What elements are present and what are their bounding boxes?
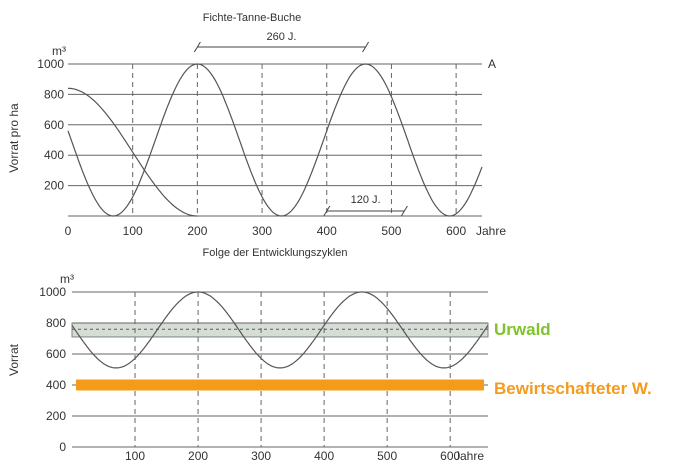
bottom-grid	[72, 291, 488, 448]
top-y-tick-200: 200	[44, 179, 64, 193]
bewirtschaftet-legend: Bewirtschafteter W.	[494, 379, 652, 398]
bottom-y-tick-400: 400	[46, 378, 66, 392]
top-curves	[67, 63, 483, 217]
bottom-x-tick-500: 500	[377, 449, 397, 463]
top-grid	[68, 63, 482, 217]
bottom-x-tick-400: 400	[314, 449, 334, 463]
top-y-tick-800: 800	[44, 87, 64, 101]
annotation-120-label: 120 J.	[351, 194, 381, 206]
top-corner-label: A	[488, 57, 496, 71]
bottom-series-cycle	[71, 291, 489, 369]
urwald-band	[71, 322, 489, 338]
top-y-tick-400: 400	[44, 148, 64, 162]
top-series-decay	[67, 87, 198, 217]
top-chart-title: Fichte-Tanne-Buche	[203, 12, 301, 24]
bottom-x-tick-300: 300	[251, 449, 271, 463]
bottom-y-tick-0: 0	[59, 440, 66, 454]
top-x-tick-600: 600	[446, 224, 466, 238]
top-y-ticks: 200 400 600 800 1000	[37, 57, 64, 193]
annotation-120: 120 J.	[323, 194, 408, 217]
top-chart: Fichte-Tanne-Buche m³ Vorrat pro ha 200 4…	[7, 12, 506, 259]
bottom-y-tick-1000: 1000	[39, 285, 66, 299]
bottom-x-tick-200: 200	[188, 449, 208, 463]
urwald-legend: Urwald	[494, 320, 551, 339]
top-x-tick-0: 0	[65, 224, 72, 238]
bottom-y-tick-800: 800	[46, 316, 66, 330]
bottom-x-tick-100: 100	[125, 449, 145, 463]
top-y-axis-label: Vorrat pro ha	[7, 103, 21, 173]
bottom-y-tick-600: 600	[46, 347, 66, 361]
annotation-260-tick-left	[193, 41, 201, 53]
annotation-120-tick-left	[323, 205, 331, 217]
bottom-x-ticks: 100 200 300 400 500 600	[125, 449, 460, 463]
top-x-unit: Jahre	[476, 224, 506, 238]
top-series-cycle	[67, 63, 483, 217]
bottom-x-tick-600: 600	[440, 449, 460, 463]
annotation-120-tick-right	[400, 205, 408, 217]
bottom-y-unit: m³	[60, 272, 74, 286]
bottom-y-tick-200: 200	[46, 409, 66, 423]
top-x-ticks: 0 100 200 300 400 500 600	[65, 224, 467, 238]
bottom-y-axis-label: Vorrat	[7, 343, 21, 376]
annotation-260-tick-right	[362, 41, 369, 53]
top-y-tick-1000: 1000	[37, 57, 64, 71]
bottom-y-ticks: 0 200 400 600 800 1000	[39, 285, 66, 454]
bottom-x-unit: Jahre	[454, 449, 484, 463]
top-x-tick-100: 100	[123, 224, 143, 238]
bottom-curves	[71, 291, 489, 369]
bottom-chart: m³ Vorrat 0 200 400 600 800 1000 100 200 300 400…	[7, 272, 652, 463]
annotation-260: 260 J.	[193, 31, 369, 53]
top-x-tick-400: 400	[317, 224, 337, 238]
top-x-axis-label: Folge der Entwicklungszyklen	[203, 247, 348, 259]
bewirtschaftet-bar	[76, 379, 484, 391]
top-x-tick-200: 200	[187, 224, 207, 238]
top-x-tick-300: 300	[252, 224, 272, 238]
top-y-unit: m³	[52, 44, 66, 58]
top-x-tick-500: 500	[381, 224, 401, 238]
top-y-tick-600: 600	[44, 118, 64, 132]
annotation-260-label: 260 J.	[266, 31, 296, 43]
